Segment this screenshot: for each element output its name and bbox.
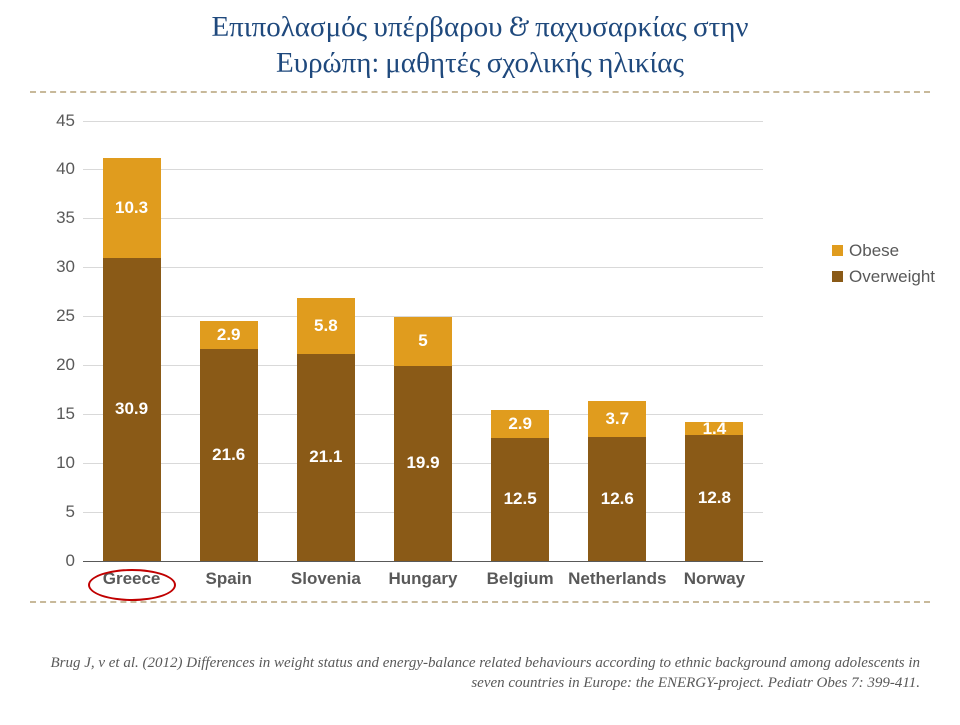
legend-swatch xyxy=(832,271,843,282)
bar-hungary: 19.95Hungary xyxy=(394,121,452,561)
citation-text: Brug J, v et al. (2012) Differences in w… xyxy=(30,653,930,694)
x-label: Belgium xyxy=(487,569,554,589)
bar-value-label: 1.4 xyxy=(685,419,743,439)
x-label: Norway xyxy=(684,569,745,589)
bar-value-label: 5.8 xyxy=(297,316,355,336)
chart-title: Επιπολασμός υπέρβαρου & παχυσαρκίας στην… xyxy=(30,10,930,83)
bar-value-label: 5 xyxy=(394,331,452,351)
bar-value-label: 2.9 xyxy=(200,325,258,345)
bar-spain: 21.62.9Spain xyxy=(200,121,258,561)
x-label: Spain xyxy=(206,569,252,589)
bar-greece: 30.910.3Greece xyxy=(103,121,161,561)
y-tick: 25 xyxy=(43,306,75,326)
bar-value-label: 3.7 xyxy=(588,409,646,429)
y-tick: 15 xyxy=(43,404,75,424)
bar-value-label: 21.1 xyxy=(297,447,355,467)
bar-value-label: 30.9 xyxy=(103,399,161,419)
y-tick: 10 xyxy=(43,453,75,473)
y-tick: 5 xyxy=(43,502,75,522)
bar-value-label: 2.9 xyxy=(491,414,549,434)
bar-norway: 12.81.4Norway xyxy=(685,121,743,561)
plot-region: 05101520253035404530.910.3Greece21.62.9S… xyxy=(83,121,763,561)
legend-swatch xyxy=(832,245,843,256)
highlight-ellipse xyxy=(88,569,176,601)
y-tick: 40 xyxy=(43,159,75,179)
bar-value-label: 12.8 xyxy=(685,488,743,508)
title-line1: Επιπολασμός υπέρβαρου & παχυσαρκίας στην xyxy=(30,10,930,46)
bar-netherlands: 12.63.7Netherlands xyxy=(588,121,646,561)
legend-item-overweight: Overweight xyxy=(832,267,935,287)
bar-value-label: 12.6 xyxy=(588,489,646,509)
baseline xyxy=(83,561,763,562)
x-label: Slovenia xyxy=(291,569,361,589)
bar-belgium: 12.52.9Belgium xyxy=(491,121,549,561)
legend-label: Obese xyxy=(849,241,899,261)
legend: Obese Overweight xyxy=(832,241,935,293)
y-tick: 20 xyxy=(43,355,75,375)
bar-value-label: 10.3 xyxy=(103,198,161,218)
x-label: Netherlands xyxy=(568,569,666,589)
y-tick: 0 xyxy=(43,551,75,571)
bar-slovenia: 21.15.8Slovenia xyxy=(297,121,355,561)
bar-value-label: 19.9 xyxy=(394,453,452,473)
y-tick: 45 xyxy=(43,111,75,131)
y-tick: 30 xyxy=(43,257,75,277)
x-label: Hungary xyxy=(389,569,458,589)
title-divider xyxy=(30,91,930,93)
chart-area: 05101520253035404530.910.3Greece21.62.9S… xyxy=(35,111,935,601)
legend-item-obese: Obese xyxy=(832,241,935,261)
y-tick: 35 xyxy=(43,208,75,228)
title-line2: Ευρώπη: μαθητές σχολικής ηλικίας xyxy=(30,46,930,82)
legend-label: Overweight xyxy=(849,267,935,287)
citation-divider xyxy=(30,601,930,603)
bar-value-label: 21.6 xyxy=(200,445,258,465)
bar-value-label: 12.5 xyxy=(491,489,549,509)
